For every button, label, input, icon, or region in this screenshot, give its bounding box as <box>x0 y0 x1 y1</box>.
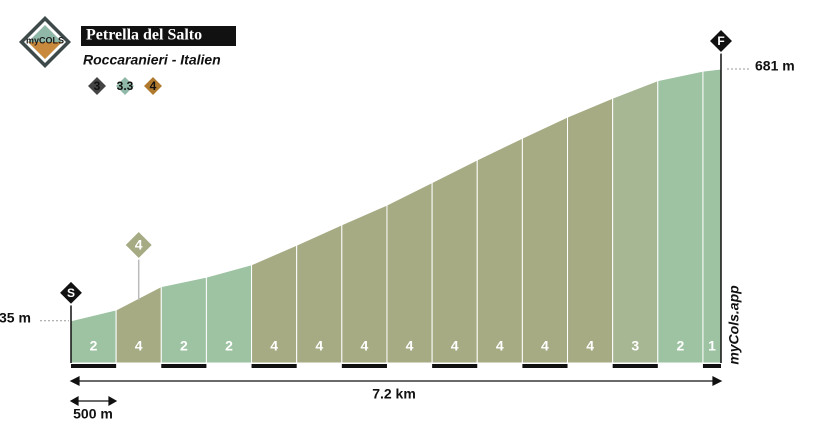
segment-gradient: 4 <box>361 338 369 354</box>
segment-gradient: 3 <box>631 338 639 354</box>
segment <box>386 181 433 364</box>
marker-label: S <box>67 286 75 300</box>
km-ruler <box>251 364 297 368</box>
km-ruler <box>522 364 568 368</box>
scale-label: 500 m <box>73 406 113 422</box>
segment <box>521 116 569 364</box>
difficulty-label: 3.3 <box>117 79 134 93</box>
km-ruler <box>702 364 721 368</box>
segment-gradient: 1 <box>708 338 716 354</box>
logo-text: myCOLS <box>26 35 64 45</box>
segment-gradient: 2 <box>180 338 188 354</box>
segment <box>567 97 614 364</box>
climb-label: 4 <box>135 237 143 253</box>
logo: myCOLS <box>19 16 71 68</box>
marker <box>707 27 735 55</box>
segment <box>702 68 722 364</box>
segment-gradient: 4 <box>541 338 549 354</box>
segment-gradient: 4 <box>315 338 323 354</box>
marker-label: F <box>717 34 724 48</box>
km-ruler <box>341 364 387 368</box>
segment <box>70 309 117 364</box>
segment-gradient: 2 <box>225 338 233 354</box>
difficulty-badge <box>85 74 109 98</box>
segment-gradient: 2 <box>676 338 684 354</box>
distance-label: 7.2 km <box>372 386 416 402</box>
km-ruler <box>71 364 117 368</box>
km-ruler <box>161 364 207 368</box>
difficulty-label: 4 <box>150 79 157 93</box>
marker <box>57 279 85 306</box>
km-ruler <box>612 364 658 368</box>
segment <box>431 159 478 364</box>
chart-title: Petrella del Salto <box>86 27 202 44</box>
segment-gradient: 4 <box>496 338 504 354</box>
segment-gradient: 2 <box>90 338 98 354</box>
title-bg <box>81 26 236 46</box>
subtitle: Roccaranieri - Italien <box>83 52 221 68</box>
distance-arrow <box>69 376 723 407</box>
segment <box>612 79 659 364</box>
segment <box>657 70 704 364</box>
difficulty-label: 3 <box>94 79 101 93</box>
difficulty-badge <box>141 74 165 98</box>
segment-gradient: 4 <box>135 338 143 354</box>
segment-gradient: 4 <box>406 338 414 354</box>
watermark: myCols.app <box>726 285 742 365</box>
difficulty-badge <box>113 74 137 98</box>
km-ruler <box>432 364 478 368</box>
climb-badge <box>123 229 154 261</box>
segment-gradient: 4 <box>270 338 278 354</box>
segment <box>476 137 523 364</box>
end-label: 681 m <box>755 58 795 74</box>
segment-gradient: 4 <box>451 338 459 354</box>
start-label: 35 m <box>0 310 31 326</box>
segment-gradient: 4 <box>586 338 594 354</box>
